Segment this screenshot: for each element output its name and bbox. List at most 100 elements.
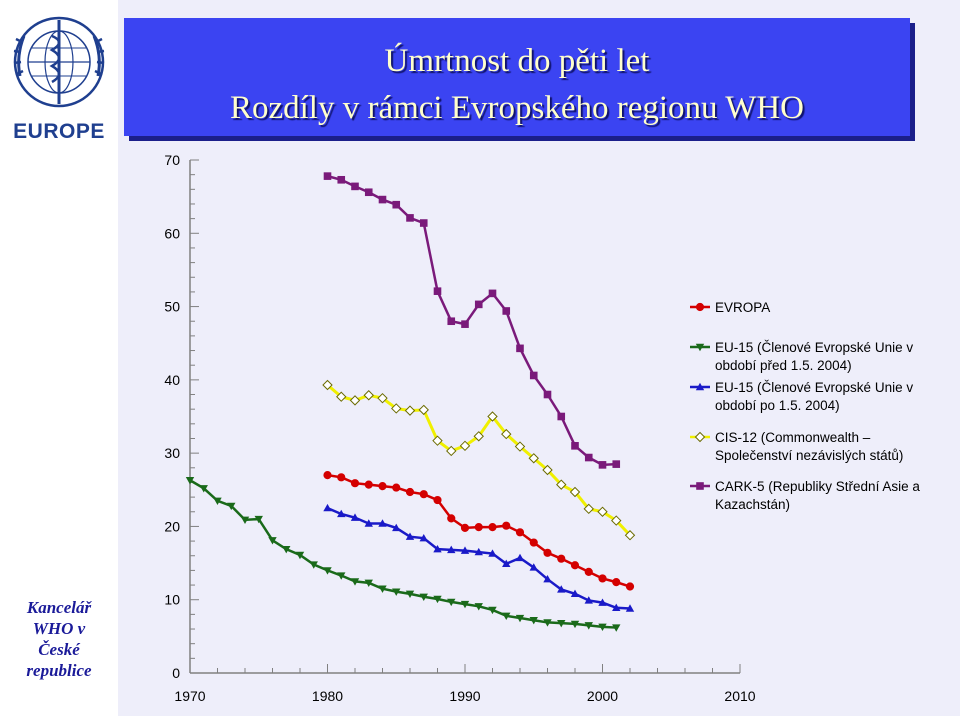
data-point [473, 431, 484, 442]
data-point [570, 620, 580, 629]
data-point [556, 479, 567, 490]
data-point [350, 479, 360, 488]
data-point [213, 497, 222, 505]
legend-marker [695, 343, 705, 352]
data-point [598, 574, 607, 583]
data-point [337, 509, 346, 518]
data-point [378, 585, 387, 593]
data-point [419, 490, 428, 499]
data-point [543, 548, 552, 557]
data-point [612, 624, 621, 632]
data-point [488, 549, 497, 557]
data-point [433, 544, 442, 553]
data-point [309, 561, 318, 569]
legend-marker [695, 382, 705, 391]
data-point [364, 480, 373, 489]
page-subtitle: Rozdíly v rámci Evropského regionu WHO [229, 90, 805, 126]
series-line [326, 383, 632, 537]
legend-label: CARK-5 (Republiky Střední Asie a Kazachst… [715, 479, 920, 512]
data-point [502, 521, 511, 530]
data-point [295, 551, 305, 560]
data-point [584, 622, 593, 630]
data-point [364, 579, 373, 588]
data-point [529, 563, 538, 571]
data-point [350, 578, 360, 586]
data-point [529, 617, 538, 625]
data-point [337, 572, 346, 580]
data-point [377, 392, 388, 404]
data-point [569, 486, 581, 498]
y-tick-label: 0 [172, 665, 180, 681]
data-point [543, 390, 552, 399]
data-point [515, 528, 525, 537]
data-point [406, 214, 414, 222]
y-tick-label: 30 [164, 445, 180, 461]
data-point [502, 307, 511, 315]
data-point [460, 523, 470, 532]
data-point [474, 547, 483, 556]
data-point [323, 172, 332, 180]
who-emblem-icon [13, 16, 105, 108]
x-tick-label: 1990 [449, 688, 480, 704]
data-point [323, 567, 332, 575]
data-point [488, 606, 497, 615]
data-point [392, 588, 401, 596]
data-point [583, 503, 594, 515]
data-point [584, 567, 593, 576]
x-tick-label: 1970 [174, 688, 205, 704]
data-point [488, 523, 497, 532]
data-point [460, 600, 470, 609]
data-point [612, 578, 621, 587]
data-point [612, 460, 621, 468]
office-label: Kancelář WHO v České republice [0, 597, 118, 681]
data-point [624, 530, 636, 541]
data-point [557, 585, 566, 593]
logo-text: EUROPE [13, 120, 105, 143]
data-point [363, 390, 374, 401]
data-point [557, 554, 566, 563]
legend-label: EU-15 (Členové Evropské Unie v období po … [715, 380, 913, 413]
data-point [349, 395, 361, 406]
sidebar: EUROPE Kancelář WHO v České republice [0, 0, 118, 716]
data-point [584, 453, 593, 462]
data-point [433, 595, 442, 604]
data-point [378, 482, 387, 491]
data-point [447, 514, 456, 523]
page-title: Úmrtnost do pěti let [384, 43, 650, 79]
office-label-line: České [38, 640, 80, 659]
series-line [327, 174, 617, 467]
data-point [337, 175, 346, 184]
data-point [351, 182, 359, 191]
data-point [461, 320, 469, 328]
data-point [611, 515, 622, 526]
data-point [625, 582, 635, 591]
data-point [405, 532, 415, 540]
data-point [474, 603, 483, 611]
data-point [515, 614, 525, 623]
data-point [447, 317, 456, 326]
data-point [501, 428, 512, 440]
x-tick-label: 2000 [587, 688, 618, 704]
data-point [570, 589, 580, 598]
data-point [542, 464, 553, 476]
data-point [529, 538, 538, 547]
data-point [282, 545, 291, 554]
y-tick-label: 50 [164, 299, 180, 315]
y-tick-label: 20 [164, 518, 180, 534]
data-point [514, 441, 526, 452]
legend-label: EVROPA [715, 300, 770, 315]
y-tick-label: 70 [164, 152, 180, 168]
legend-label: CIS-12 (Commonwealth – Společenství nezáv… [715, 430, 903, 463]
data-point [502, 612, 511, 621]
data-point [323, 503, 332, 512]
office-label-line: Kancelář [26, 598, 92, 617]
data-point [543, 574, 552, 583]
data-point [350, 513, 360, 521]
data-point [584, 596, 593, 604]
data-point [391, 403, 402, 414]
data-point [447, 598, 456, 607]
data-point [557, 412, 566, 421]
data-point [612, 603, 621, 611]
data-point [597, 506, 608, 517]
data-point [447, 545, 456, 554]
